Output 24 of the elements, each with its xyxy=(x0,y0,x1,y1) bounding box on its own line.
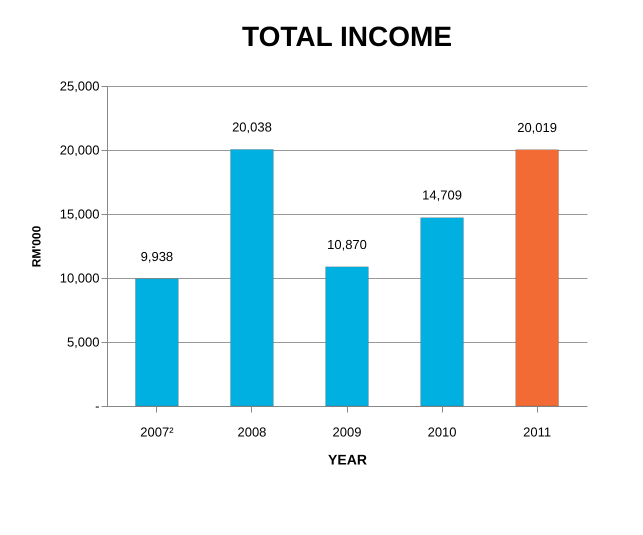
chart-title: TOTAL INCOME xyxy=(242,21,452,52)
x-tick-label: 2008 xyxy=(237,424,266,440)
bar xyxy=(516,150,559,406)
data-label: 14,709 xyxy=(422,188,462,203)
x-tick-label: 2007² xyxy=(140,424,174,440)
bar xyxy=(325,266,369,406)
y-tick-label: 5,000 xyxy=(66,334,100,350)
x-tick-label: 2010 xyxy=(428,424,457,440)
data-label: 9,938 xyxy=(140,248,174,264)
data-label: 20,038 xyxy=(232,120,272,135)
data-label: 10,870 xyxy=(327,236,367,252)
y-tick-label: 25,000 xyxy=(60,78,100,94)
bar xyxy=(135,278,178,406)
y-tick-label: 10,000 xyxy=(60,270,100,286)
y-tick-label: - xyxy=(95,398,100,414)
x-tick-label: 2009 xyxy=(332,424,362,440)
y-tick-label: 20,000 xyxy=(60,142,100,158)
x-axis-title: YEAR xyxy=(328,452,367,468)
bar xyxy=(420,218,464,406)
y-tick-label: 15,000 xyxy=(60,206,100,222)
data-label: 20,019 xyxy=(517,120,557,135)
bar xyxy=(230,149,274,406)
y-axis-title: RM'000 xyxy=(30,225,44,268)
x-tick-label: 2011 xyxy=(523,424,552,440)
